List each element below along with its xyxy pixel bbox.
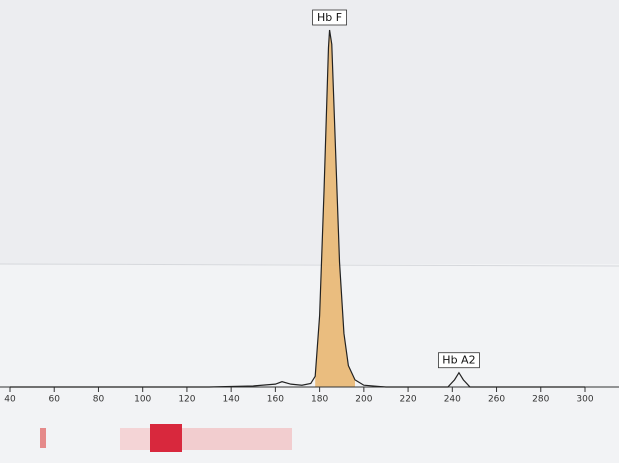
x-tick-label: 180 [311, 395, 328, 405]
x-tick-label: 40 [4, 395, 16, 405]
x-tick-label: 80 [93, 395, 105, 405]
annotation: Hb F [317, 11, 342, 24]
x-tick-label: 200 [355, 395, 372, 405]
x-tick-label: 280 [532, 395, 549, 405]
gel-strip [40, 424, 292, 452]
gel-band [40, 428, 46, 448]
x-tick-label: 100 [134, 395, 151, 405]
gel-band [150, 424, 182, 452]
x-tick-label: 140 [223, 395, 240, 405]
x-tick-label: 120 [178, 395, 195, 405]
x-tick-label: 300 [576, 395, 593, 405]
annotation-box [438, 352, 480, 369]
x-tick-label: 240 [444, 395, 461, 405]
annotation: Hb A2 [442, 354, 475, 367]
annotation-box [312, 9, 347, 26]
trace [10, 29, 585, 388]
gel-band [182, 428, 292, 450]
fold-line [0, 263, 619, 267]
peak-area [315, 30, 355, 387]
x-tick-label: 60 [49, 395, 61, 405]
x-tick-label: 260 [488, 395, 505, 405]
gel-band [120, 428, 150, 450]
x-tick-label: 160 [267, 395, 284, 405]
x-tick-label: 220 [399, 395, 416, 405]
paper-fold [0, 0, 619, 264]
